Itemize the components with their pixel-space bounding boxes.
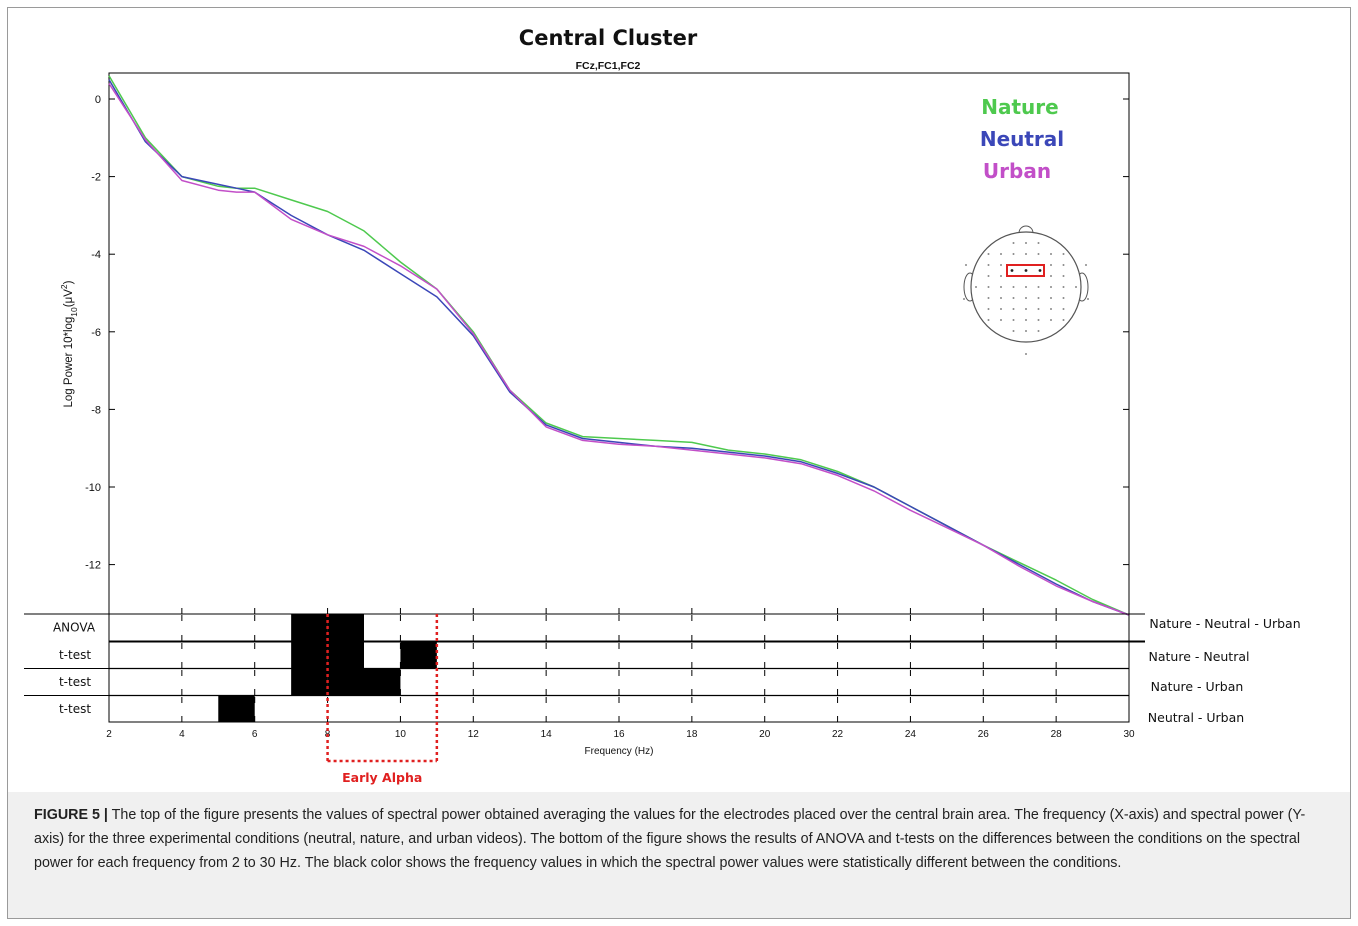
y-tick-label: -8 <box>91 404 101 416</box>
significance-comparisons: Nature - Neutral - Urban Nature - Neutral… <box>1148 616 1301 725</box>
chart: Central Cluster FCz,FC1,FC2 0 -2 -4 -6 -8 -10… <box>24 26 1301 785</box>
x-tick-label: 28 <box>1051 729 1063 740</box>
y-tick-label: -10 <box>85 482 101 494</box>
chart-subtitle: FCz,FC1,FC2 <box>576 60 641 72</box>
series-line-urban <box>108 83 1130 616</box>
y-tick-label: -4 <box>91 249 101 261</box>
x-tick-label: 12 <box>468 729 480 740</box>
x-axis-ticks: 2 4 6 8 10 12 14 16 18 20 22 24 26 28 30 <box>106 608 1135 740</box>
significance-row-label: t-test <box>59 675 91 689</box>
significance-cell <box>327 669 364 695</box>
series-lines <box>108 75 1130 616</box>
significance-cells <box>218 614 437 722</box>
significance-row-label: t-test <box>59 702 91 716</box>
significance-cell <box>291 642 328 668</box>
significance-cell <box>291 614 328 641</box>
y-tick-label: -6 <box>91 327 101 339</box>
figure-caption: FIGURE 5 | The top of the figure present… <box>34 803 1324 875</box>
significance-cell <box>327 614 364 641</box>
significance-cell <box>400 642 437 668</box>
significance-cell <box>327 642 364 668</box>
significance-cell <box>364 669 401 695</box>
x-tick-label: 2 <box>106 729 112 740</box>
comparison-label: Nature - Urban <box>1151 679 1244 694</box>
caption-text: The top of the figure presents the value… <box>34 807 1306 871</box>
figure-caption-box: FIGURE 5 | The top of the figure present… <box>8 792 1350 918</box>
significance-grid <box>24 613 1145 697</box>
x-tick-label: 20 <box>759 729 771 740</box>
x-tick-label: 16 <box>613 729 625 740</box>
comparison-label: Nature - Neutral <box>1149 649 1250 664</box>
significance-row-label: t-test <box>59 648 91 662</box>
early-alpha-bracket: Early Alpha <box>326 614 439 785</box>
comparison-label: Nature - Neutral - Urban <box>1149 616 1300 631</box>
y-tick-label: -2 <box>91 172 101 184</box>
scalp-electrode-map-icon <box>963 225 1089 355</box>
comparison-label: Neutral - Urban <box>1148 710 1244 725</box>
legend-entry-neutral: Neutral <box>980 127 1064 151</box>
legend-entry-nature: Nature <box>981 95 1058 119</box>
x-tick-label: 22 <box>832 729 844 740</box>
x-tick-label: 24 <box>905 729 917 740</box>
y-tick-label: -12 <box>85 560 101 572</box>
significance-cell <box>218 696 255 722</box>
x-tick-label: 14 <box>541 729 553 740</box>
central-electrode-highlight <box>1006 264 1045 277</box>
significance-row-label: ANOVA <box>53 621 96 635</box>
x-tick-label: 4 <box>179 729 185 740</box>
series-line-neutral <box>108 79 1130 616</box>
plot-area <box>108 72 1130 615</box>
y-tick-label: 0 <box>95 94 101 106</box>
x-axis-label: Frequency (Hz) <box>585 746 654 757</box>
legend-entry-urban: Urban <box>983 159 1051 183</box>
x-tick-label: 6 <box>252 729 258 740</box>
x-tick-label: 26 <box>978 729 990 740</box>
y-axis-ticks: 0 -2 -4 -6 -8 -10 -12 <box>85 94 1129 572</box>
x-tick-label: 18 <box>686 729 698 740</box>
significance-cell <box>291 669 328 695</box>
chart-title: Central Cluster <box>519 26 698 50</box>
x-tick-label: 30 <box>1123 729 1135 740</box>
caption-label: FIGURE 5 | <box>34 807 108 823</box>
legend: Nature Neutral Urban <box>980 95 1064 183</box>
early-alpha-label: Early Alpha <box>342 770 422 785</box>
y-axis-label: Log Power 10*log10(μV2) <box>59 280 79 407</box>
x-tick-label: 10 <box>395 729 407 740</box>
figure-frame <box>7 7 1351 919</box>
significance-row-labels: ANOVA t-test t-test t-test <box>53 621 96 717</box>
series-line-nature <box>108 75 1130 616</box>
